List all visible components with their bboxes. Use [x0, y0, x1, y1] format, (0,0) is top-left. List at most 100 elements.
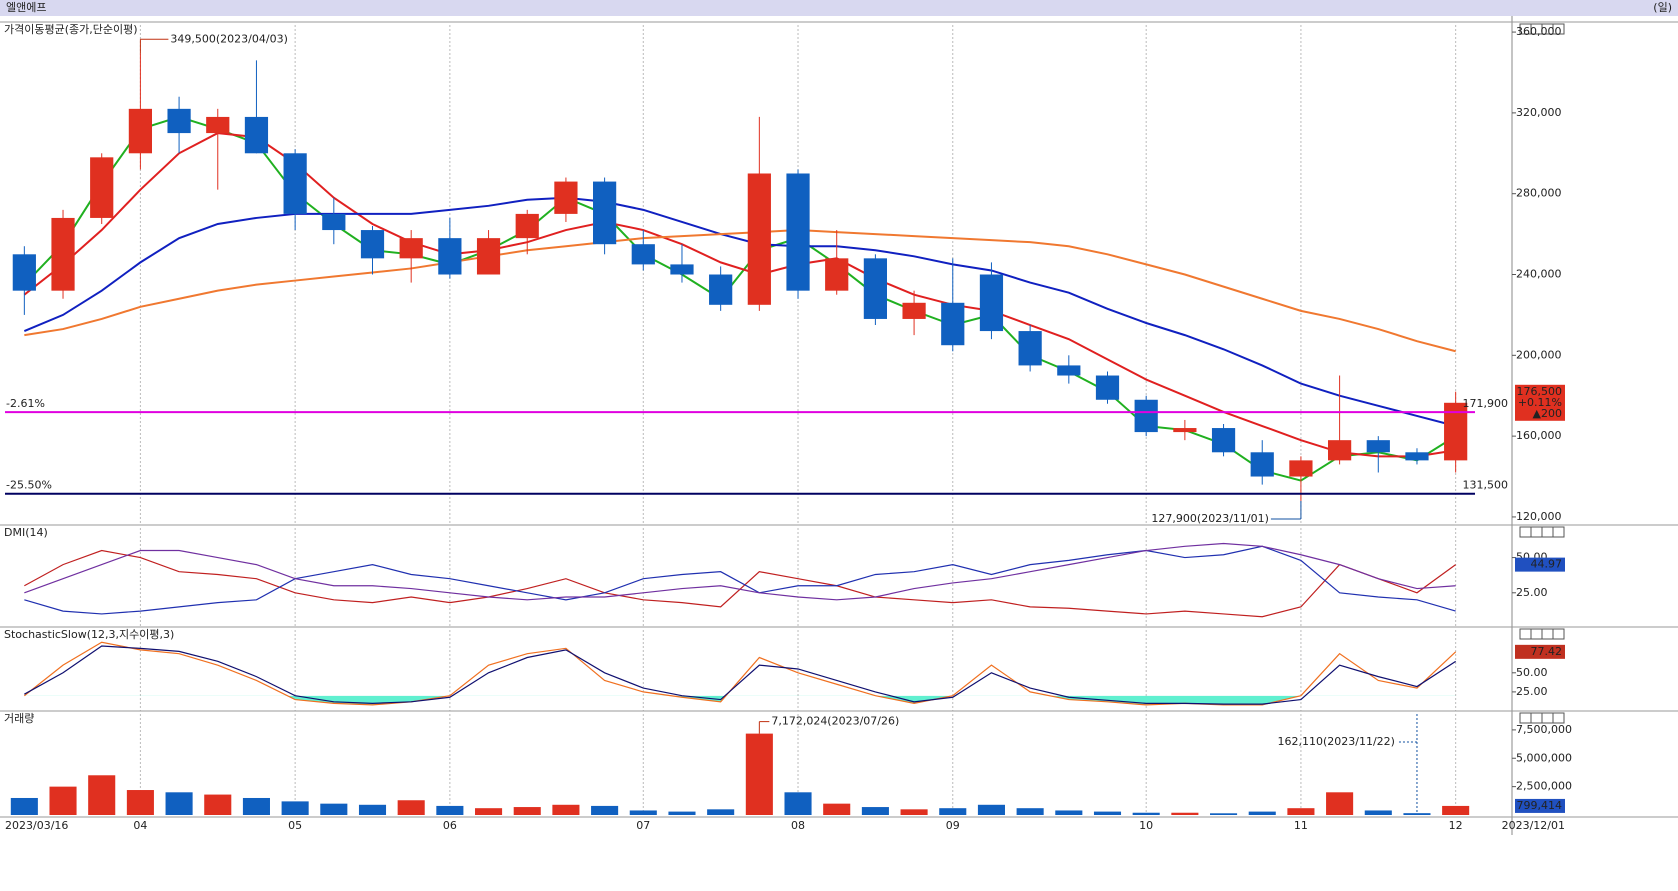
y-tick-label: 160,000 — [1516, 429, 1562, 442]
x-tick-label: 2023/03/16 — [5, 819, 68, 832]
volume-bar — [823, 803, 851, 815]
candle-body — [1405, 452, 1429, 461]
volume-annotation: 7,172,024(2023/07/26) — [771, 715, 899, 728]
volume-bar — [49, 786, 77, 815]
candle-body — [1134, 399, 1158, 433]
current-price-label: 176,500 — [1517, 385, 1563, 398]
panel-title: 가격이동평균(종가,단순이평) — [4, 23, 138, 36]
panel-title: DMI(14) — [4, 526, 48, 539]
y-tick-label: 7,500,000 — [1516, 723, 1572, 736]
last-value-box — [1515, 798, 1565, 813]
x-tick-label: 05 — [288, 819, 302, 832]
x-tick-label: 12 — [1449, 819, 1463, 832]
series-line — [23, 115, 1457, 482]
candle-body — [1211, 428, 1236, 453]
window-title: 엘앤에프 — [6, 1, 46, 14]
candle-body — [476, 238, 501, 275]
y-tick-label: 25.00 — [1516, 586, 1548, 599]
volume-bar — [475, 808, 503, 815]
volume-bar — [977, 804, 1005, 815]
panel-header: StochasticSlow(12,3,지수이평,3) — [4, 628, 174, 641]
x-end-label: 2023/12/01 — [1502, 819, 1565, 832]
series-line — [24, 229, 1456, 353]
volume-bar — [165, 792, 193, 815]
last-value-label: 44.97 — [1531, 558, 1563, 571]
candle-body — [167, 108, 191, 134]
volume-bar — [939, 808, 967, 815]
volume-bar — [900, 809, 928, 815]
volume-bar — [320, 803, 348, 815]
volume-bar — [745, 733, 773, 815]
h-line-label: 131,500 — [1463, 479, 1509, 492]
low-annotation: 127,900(2023/11/01) — [1151, 512, 1268, 525]
candle-body — [1095, 375, 1120, 400]
volume-bar — [436, 805, 464, 815]
candle-body — [283, 153, 307, 214]
candle-body — [399, 238, 423, 259]
candle-body — [786, 173, 810, 291]
volume-bar — [358, 804, 387, 815]
candle-body — [244, 116, 269, 154]
high-annotation: 349,500(2023/04/03) — [170, 32, 287, 45]
candle-body — [322, 213, 346, 231]
current-change-label: +0.11% — [1518, 396, 1562, 409]
volume-bar — [629, 810, 657, 815]
volume-bar — [1364, 810, 1392, 815]
x-tick-label: 09 — [946, 819, 960, 832]
y-tick-label: 240,000 — [1516, 268, 1562, 281]
last-value-label: 77.42 — [1531, 645, 1563, 658]
volume-bar — [1326, 792, 1354, 815]
h-line-pct: -2.61% — [6, 397, 45, 410]
volume-bar — [1016, 808, 1044, 815]
volume-bar — [1093, 811, 1122, 815]
x-tick-label: 11 — [1294, 819, 1308, 832]
series-line — [24, 549, 1457, 618]
candle-body — [90, 157, 114, 218]
candle-body — [631, 244, 655, 265]
candle-body — [438, 238, 462, 275]
volume-bar — [1171, 812, 1199, 815]
y-tick-label: 360,000 — [1516, 25, 1562, 38]
last-value-box — [1515, 644, 1565, 659]
candle-body — [128, 108, 152, 154]
volume-bar — [1132, 812, 1160, 815]
x-tick-label: 08 — [791, 819, 805, 832]
h-line-label: 171,900 — [1463, 397, 1509, 410]
candle-body — [1328, 440, 1352, 461]
candle-body — [1057, 365, 1081, 376]
volume-bar — [591, 805, 619, 815]
panel-header: 가격이동평균(종가,단순이평) — [4, 23, 138, 36]
candle-body — [206, 116, 230, 134]
x-tick-label: 10 — [1139, 819, 1153, 832]
volume-bar — [861, 807, 889, 815]
y-tick-label: 120,000 — [1516, 510, 1562, 523]
candle-body — [825, 258, 849, 291]
y-tick-label: 2,500,000 — [1516, 780, 1572, 793]
candle-body — [593, 181, 617, 245]
title-bar — [0, 0, 1678, 16]
panel-header: DMI(14) — [4, 526, 48, 539]
candle-body — [709, 274, 733, 305]
series-line — [24, 645, 1456, 705]
volume-bar — [242, 797, 270, 815]
volume-bar — [1210, 813, 1238, 815]
last-value-label: 799,414 — [1517, 799, 1563, 812]
volume-bar — [513, 807, 541, 815]
y-tick-label: 50.00 — [1516, 666, 1548, 679]
candle-body — [515, 213, 539, 239]
candle-body — [12, 254, 36, 291]
x-tick-label: 07 — [636, 819, 650, 832]
candle-body — [902, 302, 926, 319]
y-tick-label: 25.00 — [1516, 685, 1548, 698]
panel-title: StochasticSlow(12,3,지수이평,3) — [4, 628, 174, 641]
h-line-pct: -25.50% — [6, 479, 52, 492]
volume-bar — [126, 790, 154, 815]
volume-bar — [707, 809, 735, 815]
x-tick-label: 06 — [443, 819, 457, 832]
y-tick-label: 320,000 — [1516, 106, 1562, 119]
candle-body — [979, 274, 1004, 332]
volume-annotation: 162,110(2023/11/22) — [1277, 735, 1394, 748]
volume-bar — [397, 800, 425, 815]
panel-header: 거래량 — [4, 712, 34, 725]
